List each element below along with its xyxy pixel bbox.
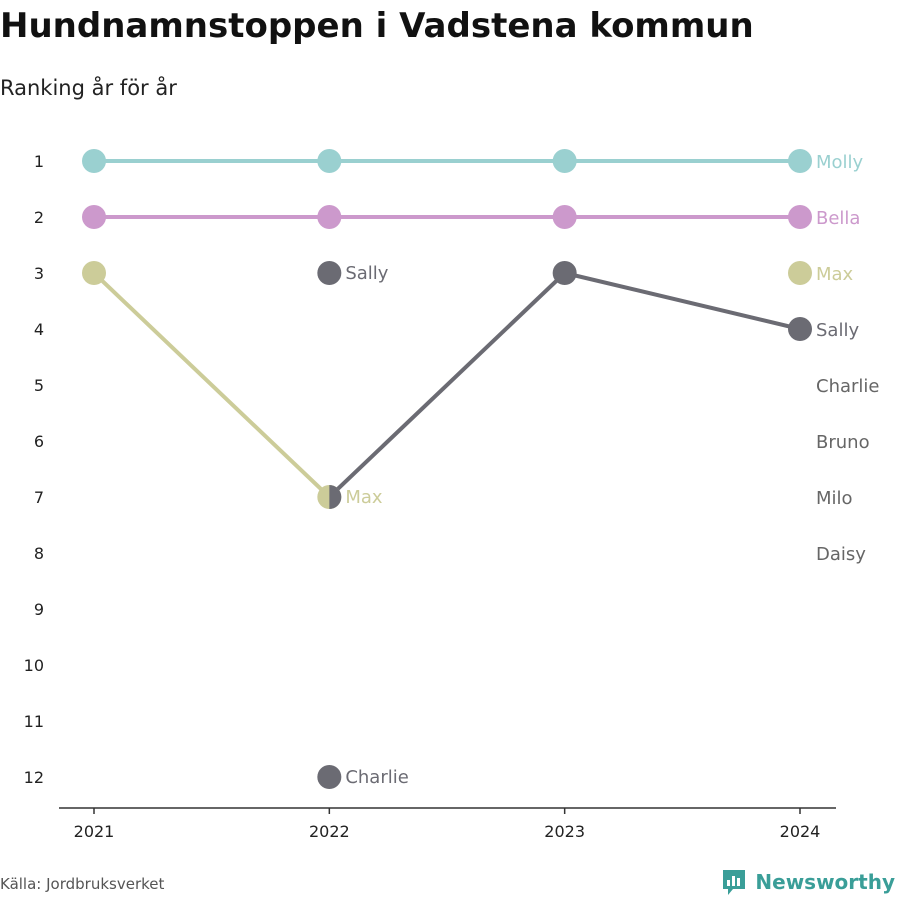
- data-point-molly: [317, 149, 342, 173]
- series-line-sally: [562, 271, 802, 331]
- end-label: Molly: [816, 152, 864, 173]
- x-tick-label: 2022: [309, 822, 350, 841]
- chart-subtitle: Ranking år för år: [0, 76, 177, 100]
- y-tick-label: 9: [34, 600, 44, 619]
- y-tick-label: 1: [34, 152, 44, 171]
- end-label: Daisy: [816, 544, 866, 565]
- x-tick-label: 2024: [780, 822, 821, 841]
- y-tick-label: 10: [24, 656, 44, 675]
- data-point-max: [788, 261, 812, 285]
- end-label: Max: [816, 264, 854, 285]
- data-point-bella: [82, 205, 106, 229]
- point-label: Sally: [345, 263, 388, 284]
- data-point-bella: [317, 205, 342, 229]
- series-line-max: [92, 271, 332, 499]
- y-tick-label: 4: [34, 320, 44, 339]
- data-point-molly: [82, 149, 106, 173]
- point-label: Max: [345, 487, 383, 508]
- source-note: Källa: Jordbruksverket: [0, 875, 165, 893]
- data-point-max: [82, 261, 106, 285]
- brand-logo[interactable]: Newsworthy: [721, 868, 895, 896]
- x-tick-label: 2023: [544, 822, 585, 841]
- end-label: Charlie: [816, 376, 879, 397]
- series-line-sally: [327, 271, 567, 499]
- y-tick-label: 12: [24, 768, 44, 787]
- end-label: Bruno: [816, 432, 870, 453]
- data-point-charlie: [317, 765, 342, 789]
- end-label: Milo: [816, 488, 853, 509]
- data-point-sally-half: [329, 485, 342, 509]
- y-tick-label: 3: [34, 264, 44, 283]
- end-label: Sally: [816, 320, 859, 341]
- data-point-bella: [788, 205, 812, 229]
- data-point-molly: [788, 149, 812, 173]
- data-point-sally: [788, 317, 812, 341]
- y-tick-label: 2: [34, 208, 44, 227]
- data-point-bella: [552, 205, 577, 229]
- data-point-molly: [552, 149, 577, 173]
- y-tick-label: 11: [24, 712, 44, 731]
- x-tick-label: 2021: [74, 822, 115, 841]
- data-point-sally: [552, 261, 577, 285]
- point-label: Charlie: [345, 767, 408, 788]
- end-label: Bella: [816, 208, 860, 229]
- chart-title: Hundnamnstoppen i Vadstena kommun: [0, 6, 754, 46]
- y-tick-label: 8: [34, 544, 44, 563]
- newsworthy-logo-icon: [723, 870, 746, 895]
- brand-name: Newsworthy: [755, 870, 895, 894]
- data-point-sally: [317, 261, 342, 285]
- y-tick-label: 6: [34, 432, 44, 451]
- y-tick-label: 5: [34, 376, 44, 395]
- y-tick-label: 7: [34, 488, 44, 507]
